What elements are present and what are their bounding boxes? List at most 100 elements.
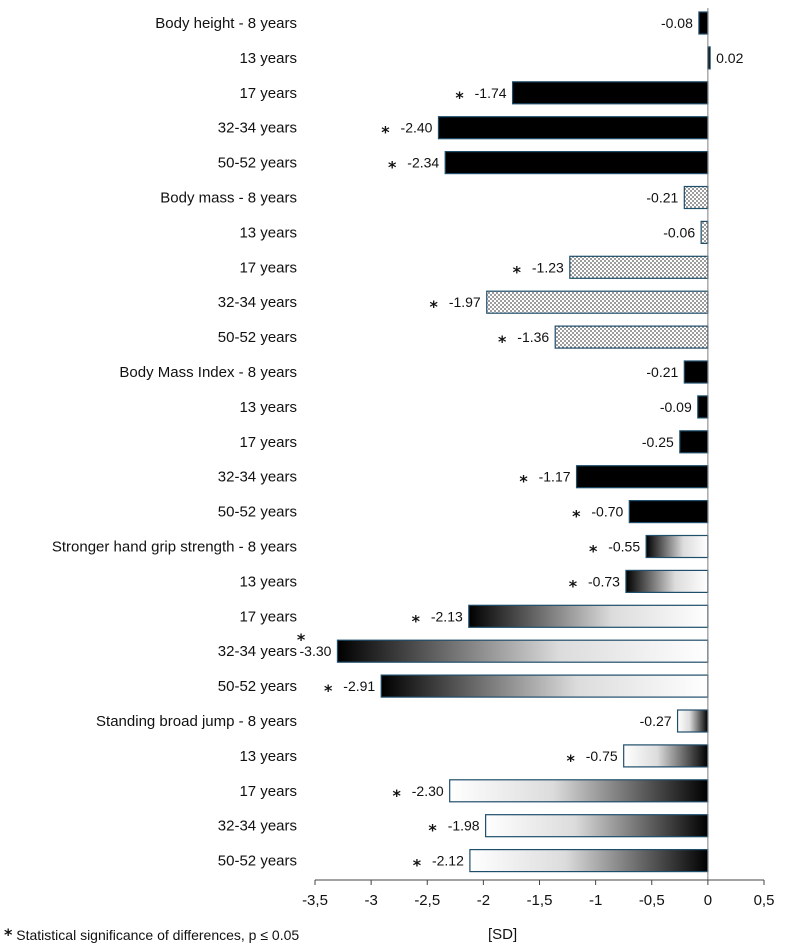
category-label: 50-52 years bbox=[218, 155, 297, 172]
data-label: -3.30 bbox=[300, 643, 332, 659]
bar bbox=[449, 779, 709, 803]
labels-layer: Body height - 8 years -0.08 13 years 0.02 17… bbox=[52, 15, 744, 875]
category-label: 50-52 years bbox=[218, 504, 297, 521]
data-label: -0.21 bbox=[646, 190, 678, 206]
bar bbox=[623, 744, 709, 768]
bar bbox=[628, 500, 709, 524]
category-label: Standing broad jump - 8 years bbox=[96, 713, 297, 730]
category-label: 50-52 years bbox=[218, 678, 297, 695]
category-label: Body Mass Index - 8 years bbox=[119, 364, 297, 381]
x-tick-label: -3 bbox=[364, 892, 377, 909]
bar bbox=[575, 465, 709, 489]
significance-star: * bbox=[428, 821, 437, 840]
significance-star: * bbox=[388, 158, 397, 177]
significance-star: * bbox=[413, 856, 422, 875]
data-label: -0.08 bbox=[661, 15, 693, 31]
significance-star: * bbox=[498, 332, 507, 351]
significance-star: * bbox=[567, 751, 576, 770]
x-tick-label: -2 bbox=[477, 892, 490, 909]
category-label: 50-52 years bbox=[218, 853, 297, 870]
bar bbox=[679, 430, 709, 454]
significance-star: * bbox=[569, 576, 578, 595]
bar bbox=[468, 604, 709, 628]
data-label: -2.30 bbox=[412, 783, 444, 799]
category-label: 32-34 years bbox=[218, 294, 297, 311]
footnote-text: Statistical significance of differences,… bbox=[16, 927, 300, 943]
x-tick-label: 0,5 bbox=[754, 892, 775, 909]
significance-star: * bbox=[412, 611, 421, 630]
bar bbox=[380, 674, 709, 698]
x-tick-label: 0 bbox=[704, 892, 712, 909]
data-label: -0.70 bbox=[591, 504, 623, 520]
footnote-star: * bbox=[4, 925, 13, 944]
footnote: * Statistical significance of difference… bbox=[4, 925, 299, 944]
significance-star: * bbox=[430, 297, 439, 316]
data-label: -1.98 bbox=[448, 818, 480, 834]
bar bbox=[336, 639, 709, 663]
significance-star: * bbox=[297, 630, 306, 649]
bar bbox=[700, 220, 709, 244]
category-label: 13 years bbox=[239, 224, 297, 241]
data-label: -0.09 bbox=[660, 399, 692, 415]
x-tick-label: -2,5 bbox=[414, 892, 440, 909]
category-label: 17 years bbox=[239, 259, 297, 276]
data-label: -0.73 bbox=[588, 573, 620, 589]
bar bbox=[698, 11, 709, 35]
x-tick-label: -1 bbox=[589, 892, 602, 909]
category-label: 32-34 years bbox=[218, 643, 297, 660]
data-label: 0.02 bbox=[716, 50, 743, 66]
bar bbox=[444, 151, 709, 175]
bar bbox=[683, 360, 709, 384]
bar bbox=[469, 848, 709, 873]
category-label: 50-52 years bbox=[218, 329, 297, 346]
bar bbox=[697, 395, 709, 419]
data-label: -2.91 bbox=[343, 678, 375, 694]
category-label: 13 years bbox=[239, 573, 297, 590]
significance-star: * bbox=[572, 507, 581, 526]
bar bbox=[683, 185, 709, 210]
x-tick-label: -3,5 bbox=[302, 892, 328, 909]
data-label: -1.23 bbox=[532, 259, 564, 275]
data-label: -0.21 bbox=[646, 364, 678, 380]
significance-star: * bbox=[324, 681, 333, 700]
data-label: -0.27 bbox=[640, 713, 672, 729]
bars-layer bbox=[336, 11, 711, 873]
category-label: 13 years bbox=[239, 50, 297, 67]
category-label: Stronger hand grip strength - 8 years bbox=[52, 539, 297, 556]
significance-star: * bbox=[589, 542, 598, 561]
data-label: -0.55 bbox=[608, 539, 640, 555]
category-label: Body mass - 8 years bbox=[160, 190, 297, 207]
data-label: -1.36 bbox=[517, 329, 549, 345]
significance-star: * bbox=[519, 472, 528, 491]
bar bbox=[486, 290, 709, 314]
data-label: -2.12 bbox=[432, 853, 464, 869]
category-label: 32-34 years bbox=[218, 469, 297, 486]
bar bbox=[485, 814, 709, 838]
bar bbox=[511, 81, 709, 105]
data-label: -0.06 bbox=[663, 224, 695, 240]
category-label: 32-34 years bbox=[218, 818, 297, 835]
bar bbox=[554, 325, 709, 349]
x-axis: -3,5 -3 -2,5 -2 -1,5 -1 -0,5 0 0,5 bbox=[302, 8, 774, 909]
x-axis-label: [SD] bbox=[488, 926, 518, 943]
data-label: -0.75 bbox=[586, 748, 618, 764]
data-label: -2.40 bbox=[401, 120, 433, 136]
significance-star: * bbox=[381, 123, 390, 142]
significance-star: * bbox=[393, 786, 402, 805]
bar bbox=[437, 116, 709, 140]
bar bbox=[569, 255, 709, 279]
data-label: -0.25 bbox=[642, 434, 674, 450]
significance-star: * bbox=[455, 88, 464, 107]
category-label: 13 years bbox=[239, 748, 297, 765]
category-label: 17 years bbox=[239, 434, 297, 451]
category-label: 17 years bbox=[239, 608, 297, 625]
data-label: -2.13 bbox=[431, 608, 463, 624]
category-label: Body height - 8 years bbox=[155, 15, 297, 32]
category-label: 17 years bbox=[239, 783, 297, 800]
x-tick-label: -1,5 bbox=[527, 892, 553, 909]
data-label: -1.74 bbox=[475, 85, 507, 101]
bar bbox=[676, 709, 709, 733]
category-label: 32-34 years bbox=[218, 120, 297, 137]
data-label: -1.97 bbox=[449, 294, 481, 310]
